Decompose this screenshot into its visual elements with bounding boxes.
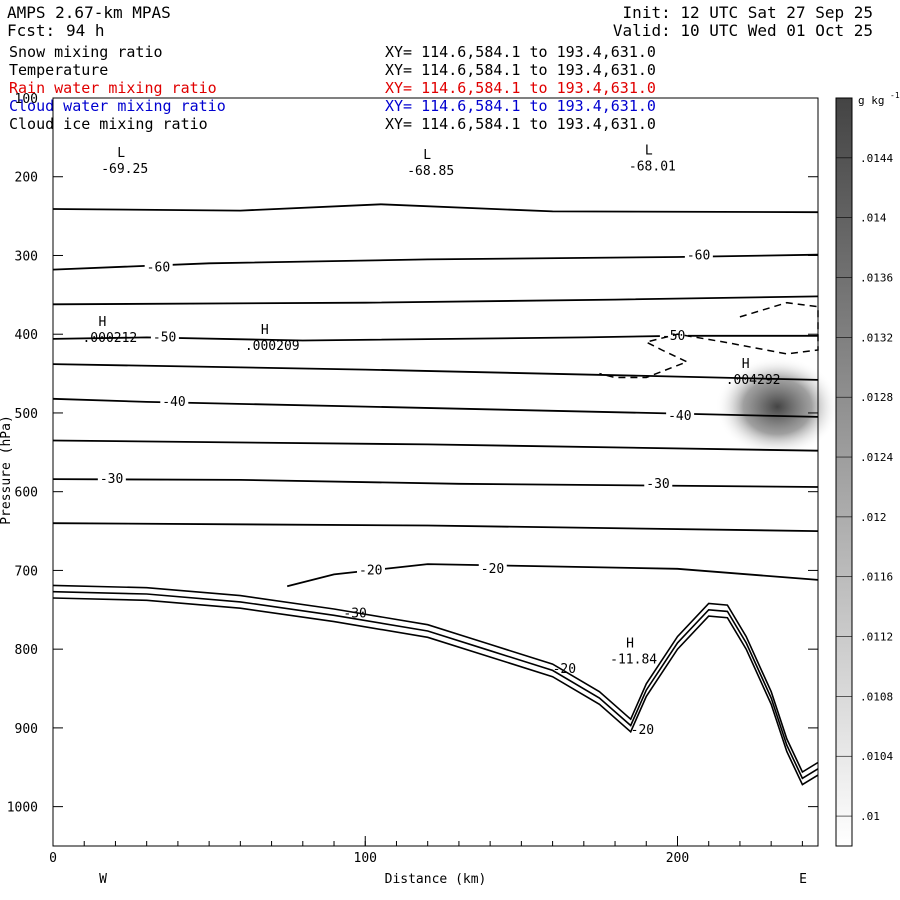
y-tick-label: 700 [15, 564, 38, 579]
x-tick-label: 0 [49, 851, 57, 866]
extremum-value: .000212 [82, 331, 137, 346]
extremum-marker: H [742, 357, 750, 372]
x-tick-label: 100 [354, 851, 377, 866]
snow-max-shading [715, 356, 840, 457]
isotherm-label: -60 [147, 260, 170, 275]
extremum-marker: L [645, 143, 653, 158]
forecast-label: Fcst: [7, 21, 56, 40]
isotherm-label: -30 [100, 472, 123, 487]
y-tick-label: 800 [15, 643, 38, 658]
model-title: AMPS 2.67-km MPAS [7, 3, 171, 22]
colorbar-tick-label: .0104 [860, 750, 893, 763]
colorbar-tick-label: .0132 [860, 331, 893, 344]
colorbar-unit-exponent: -1 [890, 91, 900, 100]
field-label: Cloud ice mixing ratio [9, 115, 208, 133]
y-tick-label: 1000 [7, 801, 38, 816]
isotherm-label: -40 [668, 409, 691, 424]
isotherm-label-bg [357, 561, 385, 578]
isotherm-label: -40 [162, 395, 185, 410]
isotherm-line [52, 522, 819, 532]
extremum-value: -68.85 [407, 164, 454, 179]
y-tick-label: 100 [15, 92, 38, 107]
isotherm-label: -20 [481, 562, 504, 577]
field-label: Temperature [9, 61, 109, 79]
colorbar-tick-label: .0144 [860, 152, 893, 165]
isotherm-label-bg [684, 246, 713, 263]
extremum-value: -68.01 [629, 159, 676, 174]
valid-time: Valid: 10 UTC Wed 01 Oct 25 [612, 21, 873, 40]
terrain-contour [52, 584, 819, 774]
isotherm-label-bg [478, 559, 507, 576]
colorbar-tick-label: .0128 [860, 391, 893, 404]
extremum-marker: H [626, 636, 634, 651]
colorbar-tick-label: .0108 [860, 690, 893, 703]
field-xy-range: XY= 114.6,584.1 to 193.4,631.0 [385, 61, 656, 79]
isotherm-label: -50 [153, 330, 176, 345]
isotherm-label: -30 [646, 477, 669, 492]
isotherm-line [52, 203, 819, 214]
y-tick-label: 200 [15, 171, 38, 186]
terrain-contour [52, 590, 819, 780]
x-axis-title: Distance (km) [385, 872, 487, 887]
contour-label: -20 [553, 662, 576, 677]
colorbar-tick-label: .01 [860, 810, 880, 823]
field-label: Rain water mixing ratio [9, 79, 217, 97]
isotherm-label-bg [97, 470, 126, 487]
colorbar-tick-label: .012 [860, 511, 887, 524]
contour-label: -20 [631, 723, 654, 738]
y-tick-label: 600 [15, 486, 38, 501]
extremum-value: -11.84 [610, 652, 657, 667]
isotherm-label-bg [160, 392, 189, 409]
cloud-water-dashed-contour [599, 301, 819, 379]
terrain-contour [52, 597, 819, 786]
extremum-marker: L [117, 146, 125, 161]
extremum-marker: H [98, 315, 106, 330]
field-xy-range: XY= 114.6,584.1 to 193.4,631.0 [385, 79, 656, 97]
isotherm-line [52, 363, 819, 381]
isotherm-label-bg [144, 258, 173, 275]
x-tick-label: 200 [666, 851, 689, 866]
field-xy-range: XY= 114.6,584.1 to 193.4,631.0 [385, 97, 656, 115]
y-tick-label: 400 [15, 328, 38, 343]
extremum-value: .000209 [245, 339, 300, 354]
colorbar-tick-label: .0116 [860, 571, 893, 584]
y-tick-label: 900 [15, 722, 38, 737]
init-time: Init: 12 UTC Sat 27 Sep 25 [622, 3, 873, 22]
field-label: Cloud water mixing ratio [9, 97, 226, 115]
colorbar-unit: g kg [858, 94, 885, 107]
colorbar [835, 97, 853, 847]
colorbar-tick-label: .0124 [860, 451, 893, 464]
east-label: E [799, 872, 807, 887]
y-tick-label: 300 [15, 249, 38, 264]
isotherm-line [52, 295, 819, 306]
isotherm-line [52, 397, 819, 418]
isotherm-line [52, 478, 819, 488]
extremum-value: .004292 [726, 373, 781, 388]
y-axis-title: Pressure (hPa) [0, 415, 14, 525]
field-xy-range: XY= 114.6,584.1 to 193.4,631.0 [385, 115, 656, 133]
isotherm-label-bg [666, 407, 695, 424]
isotherm-label-bg [150, 328, 179, 345]
extremum-marker: L [423, 148, 431, 163]
field-label: Snow mixing ratio [9, 43, 163, 61]
plot-frame [52, 97, 819, 847]
colorbar-tick-label: .0136 [860, 272, 893, 285]
forecast-hours: 94 h [66, 21, 105, 40]
isotherm-label: -60 [687, 248, 710, 263]
contour-label: -30 [343, 607, 366, 622]
field-xy-range: XY= 114.6,584.1 to 193.4,631.0 [385, 43, 656, 61]
y-tick-label: 500 [15, 407, 38, 422]
isotherm-label: -20 [359, 563, 382, 578]
isotherm-line [52, 439, 819, 452]
isotherm-line [52, 334, 818, 342]
west-label: W [99, 872, 107, 887]
isotherm-label: -50 [662, 329, 685, 344]
isotherm-line [286, 563, 819, 588]
extremum-value: -69.25 [101, 162, 148, 177]
colorbar-tick-label: .014 [860, 212, 887, 225]
isotherm-label-bg [644, 474, 673, 491]
extremum-marker: H [261, 323, 269, 338]
colorbar-tick-label: .0112 [860, 631, 893, 644]
